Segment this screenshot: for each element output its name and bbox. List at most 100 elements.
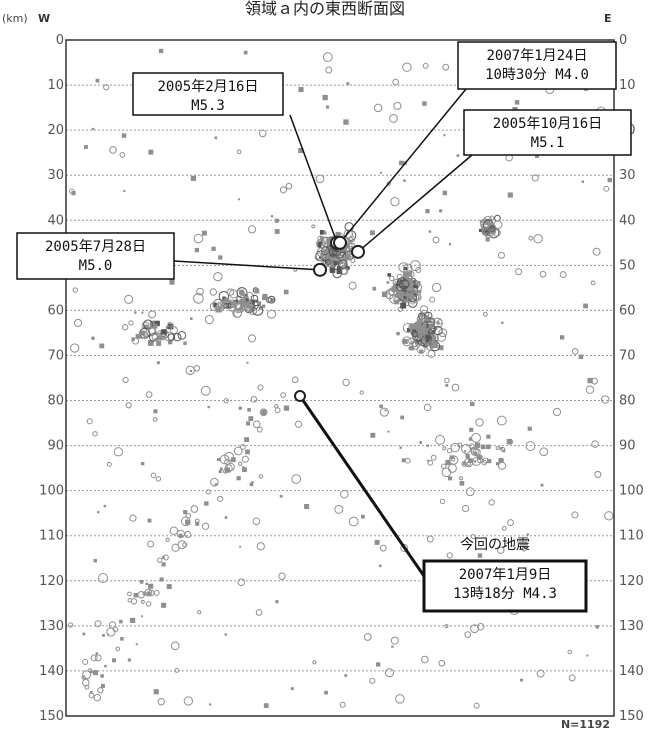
event-point	[406, 293, 412, 299]
event-point	[255, 609, 263, 616]
event-point	[433, 325, 443, 336]
event-point	[404, 457, 411, 464]
event-point	[527, 426, 532, 431]
annotation-text: 2007年1月24日	[486, 48, 587, 64]
event-point	[419, 305, 429, 314]
event-point	[270, 215, 274, 218]
event-point	[291, 376, 299, 384]
y-tick-label-left: 140	[39, 664, 64, 679]
event-point	[324, 254, 330, 260]
event-point	[224, 451, 235, 462]
event-point	[395, 694, 405, 704]
event-point	[425, 315, 429, 318]
event-point	[536, 669, 545, 678]
event-point	[601, 395, 610, 404]
event-point	[233, 309, 243, 318]
y-tick-label-right: 30	[619, 168, 636, 183]
event-point	[157, 698, 165, 706]
event-point	[487, 458, 492, 464]
event-point	[290, 687, 294, 691]
event-point	[419, 441, 423, 444]
event-point	[372, 286, 377, 291]
west-label: W	[38, 12, 50, 25]
event-point	[152, 417, 158, 422]
y-tick-label-left: 130	[39, 619, 64, 634]
y-tick-label-left: 100	[39, 484, 64, 499]
y-tick-label-right: 150	[619, 709, 644, 724]
tick-labels: 0010102020303040405050606070708080909010…	[39, 33, 644, 724]
annotation-text: 10時30分 M4.0	[485, 67, 589, 83]
event-point	[387, 430, 390, 433]
event-point	[486, 444, 491, 450]
event-point	[252, 517, 261, 526]
event-point	[166, 584, 172, 590]
event-point	[183, 341, 187, 345]
y-tick-label-right: 110	[619, 529, 644, 544]
event-point	[498, 457, 504, 463]
event-point	[94, 620, 102, 628]
event-point	[246, 361, 249, 364]
event-point	[414, 333, 418, 336]
event-point	[402, 338, 408, 344]
event-point	[223, 398, 229, 404]
event-point	[241, 455, 249, 463]
event-point	[249, 482, 254, 487]
event-point	[379, 404, 383, 409]
event-point	[486, 232, 490, 237]
event-point	[430, 344, 435, 349]
event-point	[233, 300, 237, 305]
event-point	[418, 290, 422, 293]
event-point	[169, 526, 179, 535]
event-point	[339, 701, 346, 708]
annotation-box	[463, 109, 632, 156]
event-point	[196, 287, 204, 296]
event-point	[251, 481, 254, 484]
event-point	[112, 626, 119, 633]
event-point	[133, 593, 139, 598]
event-point	[214, 136, 218, 140]
event-point	[238, 406, 242, 410]
event-point	[257, 384, 264, 391]
event-point	[559, 271, 567, 279]
event-point	[141, 615, 143, 618]
event-point	[91, 336, 95, 340]
event-point	[97, 687, 104, 694]
event-point	[100, 674, 104, 678]
event-point	[415, 266, 422, 273]
event-point	[226, 302, 232, 308]
event-point	[103, 84, 110, 91]
event-point	[283, 405, 290, 411]
event-points	[68, 48, 614, 709]
event-point	[327, 255, 332, 260]
event-point	[337, 258, 347, 268]
event-point	[217, 495, 224, 502]
event-point	[479, 218, 491, 229]
event-point	[394, 295, 398, 298]
event-point	[381, 291, 388, 298]
event-point	[170, 641, 180, 651]
event-point	[499, 446, 503, 450]
event-point	[507, 438, 514, 445]
event-point	[428, 324, 433, 329]
event-point	[243, 50, 248, 55]
event-point	[390, 636, 399, 645]
count-label: N=1192	[561, 718, 610, 731]
event-point	[204, 501, 209, 506]
event-point	[239, 298, 246, 305]
y-tick-label-right: 140	[619, 664, 644, 679]
event-point	[497, 546, 505, 554]
event-point	[155, 476, 162, 482]
event-point	[340, 489, 349, 499]
y-tick-label-right: 70	[619, 348, 636, 363]
event-point	[393, 101, 402, 110]
event-point	[258, 129, 267, 138]
event-point	[90, 670, 93, 674]
event-point	[479, 220, 483, 223]
event-point	[476, 622, 485, 631]
event-point	[238, 198, 241, 201]
event-point	[401, 336, 412, 347]
event-point	[226, 462, 235, 472]
event-point	[389, 113, 398, 123]
event-point	[189, 369, 193, 373]
